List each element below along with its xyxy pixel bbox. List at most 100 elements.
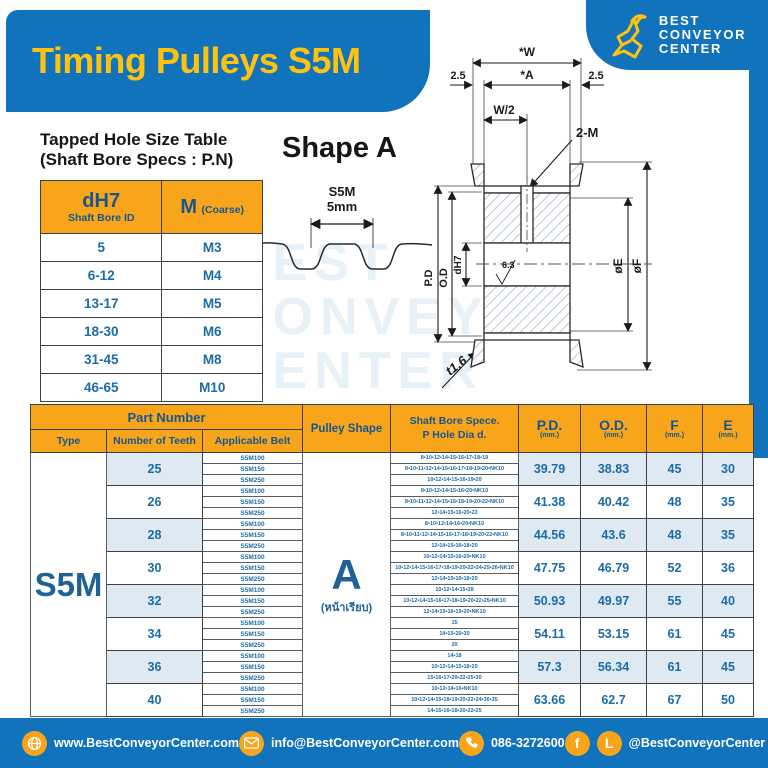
header-e-label: E [723,416,733,433]
belt-cell: S5M150 [202,562,303,574]
logo-text: BEST CONVEYOR CENTER [658,12,746,57]
pd-value: 44.56 [518,518,581,552]
teeth-count: 34 [106,617,203,651]
table-row: 30 S5M100 10•12•14•15•16•20•NK10 47.75 4… [31,551,754,585]
watermark-line: CENTER [228,342,484,401]
website-text: www.BestConveyorCenter.com [54,736,240,750]
od-value: 53.15 [580,617,647,651]
belt-cell: S5M250 [202,672,303,684]
header-pd: P.D. (mm.) [518,404,581,453]
header-pd-unit: (mm.) [539,432,560,440]
logo-line: CENTER [658,41,722,57]
pd-value: 41.38 [518,485,581,519]
f-value: 48 [646,518,703,552]
bore-range: 18-30 [39,317,163,346]
thread-size: M5 [161,289,263,318]
belt-cell: S5M100 [202,452,303,464]
pulley-shape-letter: A [331,550,362,598]
table-row: S5M250 12•14•15•16•19•20•NK10 [31,606,754,618]
od-value: 38.83 [580,452,647,486]
table-row: 13-17 M5 [39,289,263,318]
dim-od: O.D [438,268,450,288]
header-part-number: Part Number [30,404,303,430]
belt-cell: S5M250 [202,705,303,717]
bore-spec-cell: 14•15•16•18•20•22•25 [390,705,519,717]
teeth-count: 28 [106,518,203,552]
teeth-count: 25 [106,452,203,486]
bore-spec-cell: 15 [390,617,519,629]
company-logo: BEST CONVEYOR CENTER [586,0,768,70]
e-value: 36 [702,551,754,585]
page-title: Timing Pulleys S5M [32,40,361,81]
header-f-unit: (mm.) [664,432,685,440]
col2-sub: (Coarse) [201,203,245,216]
bore-spec-cell: 12•14•15•16•19•20•NK10 [390,606,519,618]
dim-pd: P.D [423,269,435,286]
bore-spec-cell: 12•14•15•16•18•20 [390,540,519,552]
f-value: 45 [646,452,703,486]
footer-email[interactable]: info@BestConveyorCenter.com [239,730,459,756]
pd-value: 47.75 [518,551,581,585]
header-od-label: O.D. [599,416,628,433]
logo-line: BEST [658,12,700,28]
footer-social[interactable]: f L @BestConveyorCenter [564,730,765,756]
bore-spec-cell: 12•14•15•16•20•22 [390,507,519,519]
dim-offset-right: 2.5 [588,70,603,82]
belt-cell: S5M150 [202,628,303,640]
pulley-shape-subtitle: (หน้าเรียบ) [320,601,373,614]
belt-cell: S5M150 [202,529,303,541]
dim-dia-f: øF [630,259,644,274]
tapped-title-line2: (Shaft Bore Specs : P.N) [40,150,234,170]
profile-pitch-value: 5mm [327,199,357,214]
footer-website[interactable]: www.BestConveyorCenter.com [22,730,240,756]
od-value: 56.34 [580,650,647,684]
tapped-title-line1: Tapped Hole Size Table [40,130,228,149]
footer-phone[interactable]: 086-3272600 [458,730,565,756]
belt-profile-drawing: S5M 5mm [255,184,433,270]
thread-size: M4 [161,261,263,290]
bore-spec-cell: 10•12•14•15•16•17•18•19•20•22•25•NK10 [390,595,519,607]
belt-cell: S5M250 [202,474,303,486]
dim-tap: 2-M [576,125,598,140]
header-f: F (mm.) [646,404,703,453]
bore-spec-cell: 12•14•15•16•18•20 [390,573,519,585]
bore-spec-cell: 14•18 [390,650,519,662]
pd-value: 54.11 [518,617,581,651]
belt-cell: S5M150 [202,661,303,673]
table-row: 31-45 M8 [39,345,263,374]
header-e: E (mm.) [702,404,754,453]
bore-spec-cell: 10•12•14•15•16•20•NK10 [390,551,519,563]
table-row: 18-30 M6 [39,317,263,346]
e-value: 45 [702,617,754,651]
col1-main: dH7 [82,189,121,212]
belt-cell: S5M100 [202,683,303,695]
bore-spec-cell: 8•10•11•12•14•15•16•17•18•19•20•NK10 [390,463,519,475]
col1-sub: Shaft Bore ID [67,211,135,224]
belt-cell: S5M250 [202,639,303,651]
footer-bar: www.BestConveyorCenter.com info@BestConv… [0,718,768,768]
col2-main: M [180,195,197,218]
belt-cell: S5M250 [202,540,303,552]
table-row: S5M250 12•14•15•16•20•22 [31,507,754,519]
table-row: 32 S5M100 10•12•14•15•28 50.93 49.97 55 … [31,584,754,618]
teeth-count: 26 [106,485,203,519]
e-value: 40 [702,584,754,618]
header-banner: Timing Pulleys S5M [6,10,430,112]
f-value: 61 [646,617,703,651]
pd-value: 39.79 [518,452,581,486]
table-row: 28 S5M100 8•10•12•14•16•20•NK10 44.56 43… [31,518,754,552]
belt-cell: S5M100 [202,518,303,530]
bore-spec-cell: 8•10•12•14•15•16•17•18•19 [390,452,519,464]
f-value: 48 [646,485,703,519]
od-value: 49.97 [580,584,647,618]
header-teeth: Number of Teeth [106,429,203,453]
dim-flange-thickness: t1.6 [443,352,470,378]
teeth-count: 32 [106,584,203,618]
pulley-shape-cell: A (หน้าเรียบ) [302,452,391,717]
facebook-icon: f [564,730,590,756]
bore-spec-cell: 10•12•14•16•NK10 [390,683,519,695]
header-pd-label: P.D. [536,416,563,433]
line-icon: L [596,730,622,756]
globe-icon [22,730,47,756]
od-value: 40.42 [580,485,647,519]
